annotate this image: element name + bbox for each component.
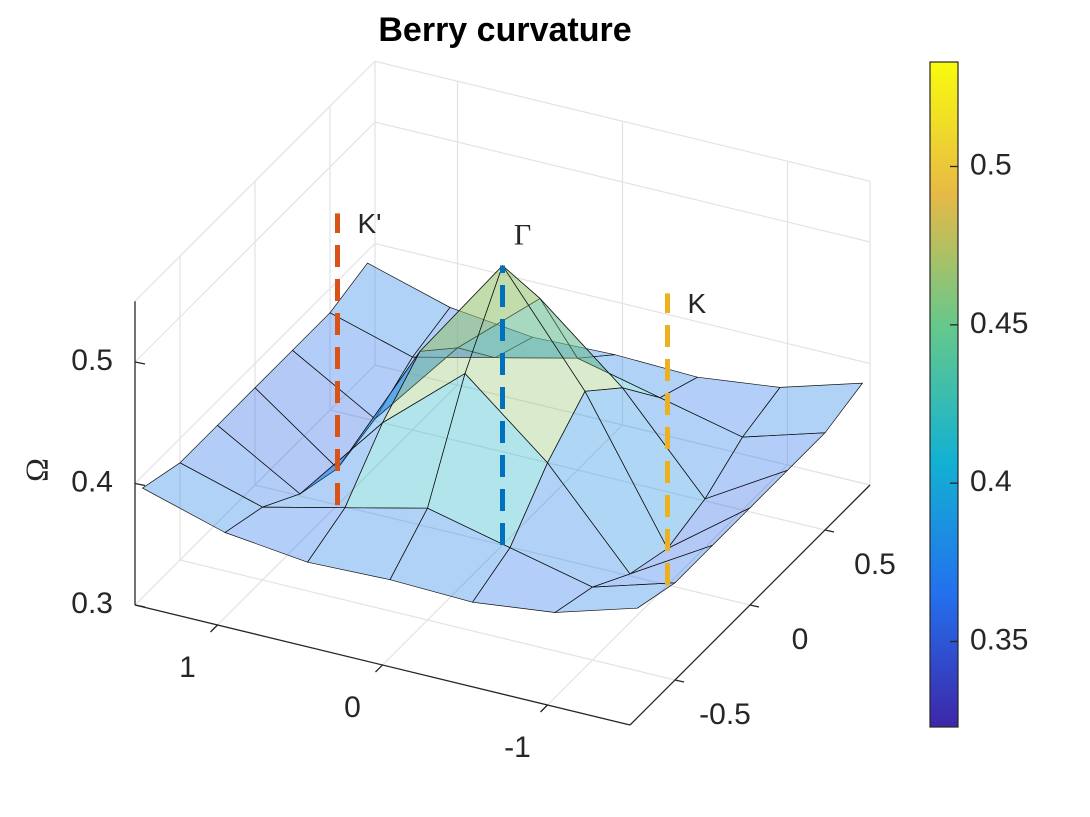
x-tick <box>210 624 218 633</box>
x-tick <box>540 704 548 713</box>
z-tick <box>134 482 146 487</box>
colorbar-tick-label: 0.4 <box>970 465 1012 498</box>
box-edge <box>374 60 871 182</box>
surface <box>141 262 864 613</box>
marker-label: K' <box>358 208 382 239</box>
colorbar-tick-label: 0.35 <box>970 623 1028 656</box>
colorbar-tick-label: 0.45 <box>970 307 1028 340</box>
x-tick-label: 0 <box>344 691 361 724</box>
box-edge <box>134 364 376 606</box>
colorbar-tick-label: 0.5 <box>970 148 1012 181</box>
z-tick-label: 0.5 <box>71 344 113 377</box>
box-edge <box>134 60 376 302</box>
colorbar <box>929 61 959 728</box>
box-edge <box>374 364 871 486</box>
z-tick <box>134 604 146 608</box>
y-tick <box>749 604 760 608</box>
z-tick-label: 0.3 <box>71 587 113 620</box>
x-tick-label: -1 <box>504 731 531 764</box>
x-tick <box>375 664 383 673</box>
y-tick-label: -0.5 <box>699 698 751 731</box>
marker-label: K <box>688 288 707 319</box>
z-tick <box>134 361 146 365</box>
z-axis-label: Ω <box>18 458 54 482</box>
chart-title: Berry curvature <box>378 11 631 49</box>
y-tick <box>824 529 835 533</box>
z-tick-label: 0.4 <box>71 465 113 498</box>
y-tick <box>674 679 685 683</box>
y-tick-label: 0.5 <box>854 548 896 581</box>
grid-line <box>329 409 826 531</box>
y-tick-label: 0 <box>792 623 809 656</box>
marker-label: Γ <box>514 218 531 251</box>
grid-line <box>179 559 676 681</box>
x-tick-label: 1 <box>179 651 196 684</box>
surface-patch <box>553 582 677 613</box>
